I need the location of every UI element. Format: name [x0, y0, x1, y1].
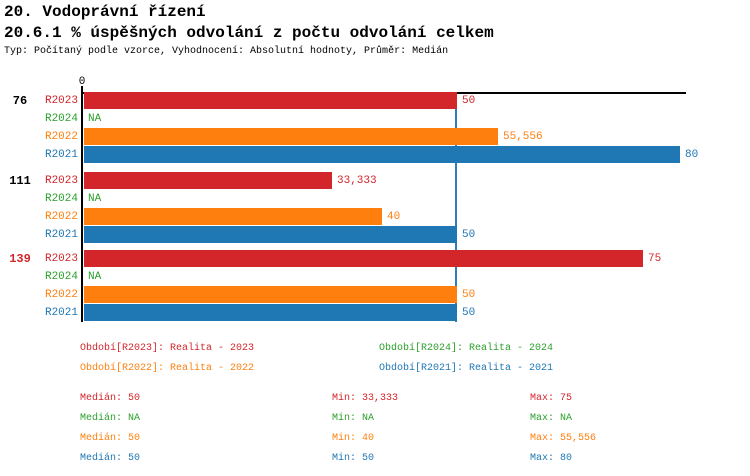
bar-r2021 [84, 226, 457, 243]
stat-median-r2024: Medián: NA [80, 413, 141, 424]
bar-value-label: 50 [462, 229, 476, 241]
bar-value-label: 55,556 [503, 131, 543, 143]
series-label: R2024 [44, 271, 78, 283]
bar-r2022 [84, 128, 498, 145]
legend-item-r2024: Období[R2024]: Realita - 2024 [379, 343, 554, 354]
stat-min-r2021: Min: 50 [332, 453, 375, 464]
stat-max-r2021: Max: 80 [530, 453, 573, 464]
group-label: 139 [9, 252, 31, 266]
axis-tick-zero: 0 [78, 76, 86, 88]
series-label: R2021 [44, 229, 78, 241]
stat-min-r2022: Min: 40 [332, 433, 375, 444]
series-label: R2023 [44, 253, 78, 265]
stat-median-r2021: Medián: 50 [80, 453, 141, 464]
na-label: NA [88, 271, 102, 283]
bar-r2022 [84, 208, 382, 225]
bar-value-label: 80 [685, 149, 699, 161]
group-label: 76 [12, 94, 28, 108]
y-axis-line [81, 86, 83, 322]
bar-value-label: 50 [462, 307, 476, 319]
series-label: R2024 [44, 113, 78, 125]
stat-min-r2023: Min: 33,333 [332, 393, 399, 404]
na-label: NA [88, 193, 102, 205]
bar-r2022 [84, 286, 457, 303]
bar-r2021 [84, 146, 680, 163]
series-label: R2021 [44, 307, 78, 319]
bar-value-label: 50 [462, 95, 476, 107]
legend-item-r2023: Období[R2023]: Realita - 2023 [80, 343, 255, 354]
stat-max-r2022: Max: 55,556 [530, 433, 597, 444]
bar-value-label: 40 [387, 211, 401, 223]
na-label: NA [88, 113, 102, 125]
bar-value-label: 75 [648, 253, 662, 265]
group-label: 111 [9, 174, 31, 188]
series-label: R2023 [44, 95, 78, 107]
series-label: R2021 [44, 149, 78, 161]
bar-r2021 [84, 304, 457, 321]
series-label: R2022 [44, 211, 78, 223]
chart-subtitle: 20.6.1 % úspěšných odvolání z počtu odvo… [4, 24, 494, 42]
legend-item-r2021: Období[R2021]: Realita - 2021 [379, 363, 554, 374]
stat-max-r2023: Max: 75 [530, 393, 573, 404]
stat-max-r2024: Max: NA [530, 413, 573, 424]
median-line [455, 92, 457, 322]
bar-value-label: 50 [462, 289, 476, 301]
stat-median-r2023: Medián: 50 [80, 393, 141, 404]
page-title: 20. Vodoprávní řízení [4, 3, 206, 21]
stat-median-r2022: Medián: 50 [80, 433, 141, 444]
series-label: R2022 [44, 289, 78, 301]
series-label: R2024 [44, 193, 78, 205]
series-label: R2022 [44, 131, 78, 143]
bar-r2023 [84, 172, 332, 189]
series-label: R2023 [44, 175, 78, 187]
bar-r2023 [84, 92, 457, 109]
bar-value-label: 33,333 [337, 175, 377, 187]
legend-item-r2022: Období[R2022]: Realita - 2022 [80, 363, 255, 374]
stat-min-r2024: Min: NA [332, 413, 375, 424]
chart-meta: Typ: Počítaný podle vzorce, Vyhodnocení:… [4, 46, 449, 57]
bar-r2023 [84, 250, 643, 267]
